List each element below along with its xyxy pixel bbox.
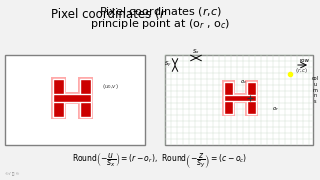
Bar (51, 77, 66, 119)
Bar (224, 82, 233, 114)
Bar (222, 93, 258, 103)
Bar (165, 55, 313, 145)
Text: col
u
m
n
s: col u m n s (311, 76, 318, 104)
Bar (53, 94, 91, 102)
Bar (5, 55, 145, 145)
Text: $o_r$: $o_r$ (272, 105, 279, 113)
Text: ©/ 🎫 ©: ©/ 🎫 © (5, 171, 20, 175)
Text: Pixel coordinates (: Pixel coordinates ( (52, 8, 160, 21)
Text: ($u_0$,$v$): ($u_0$,$v$) (102, 82, 119, 91)
Bar (51, 92, 93, 104)
Bar (78, 77, 93, 119)
Text: $S_y$: $S_y$ (164, 60, 172, 70)
Text: Round$\left(-\dfrac{u}{s_x}\right) = (r - o_r)$,  Round$\left(-\dfrac{z}{s_y}\ri: Round$\left(-\dfrac{u}{s_x}\right) = (r … (72, 152, 248, 171)
Text: Pixel coordinates ($r$,$c$): Pixel coordinates ($r$,$c$) (99, 5, 221, 18)
Text: principle point at (o$_r$ , o$_c$): principle point at (o$_r$ , o$_c$) (90, 17, 230, 31)
Text: $o_c$: $o_c$ (240, 78, 247, 86)
Text: $S_x$: $S_x$ (192, 47, 200, 56)
Text: r: r (160, 8, 165, 21)
Text: ($r$,$c$): ($r$,$c$) (295, 66, 308, 75)
Bar (80, 79, 91, 117)
Bar (222, 80, 235, 116)
Bar (245, 80, 258, 116)
Bar (53, 79, 64, 117)
Bar (247, 82, 256, 114)
Text: row: row (300, 58, 310, 63)
Bar (224, 95, 256, 101)
